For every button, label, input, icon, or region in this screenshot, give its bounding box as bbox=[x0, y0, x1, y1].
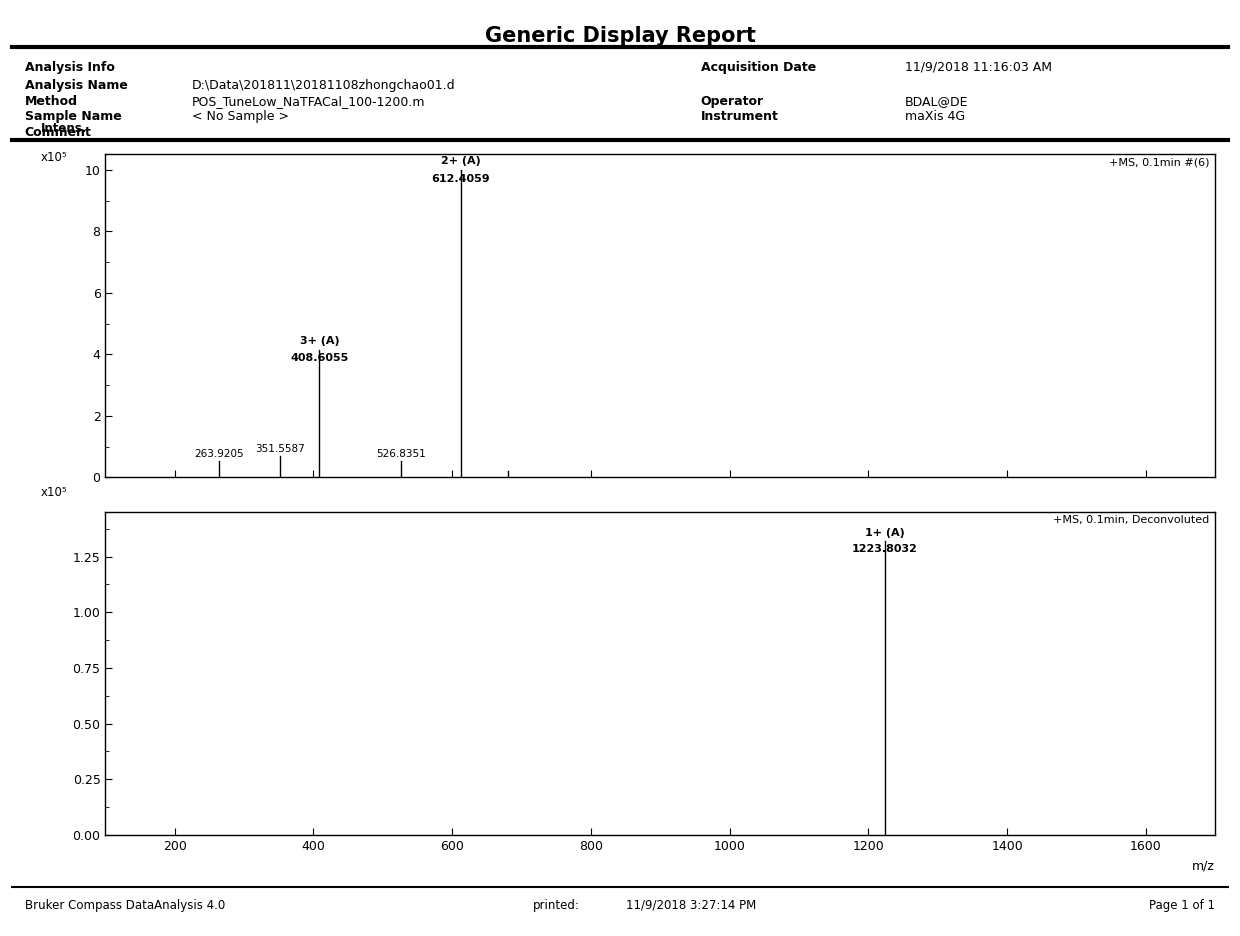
Text: 3+ (A): 3+ (A) bbox=[300, 336, 340, 346]
Text: 263.9205: 263.9205 bbox=[195, 449, 244, 459]
Text: 526.8351: 526.8351 bbox=[377, 449, 427, 459]
Text: +MS, 0.1min #(6): +MS, 0.1min #(6) bbox=[1109, 157, 1210, 168]
Text: 2+ (A): 2+ (A) bbox=[441, 156, 481, 166]
Text: Acquisition Date: Acquisition Date bbox=[701, 61, 816, 74]
Text: Sample Name: Sample Name bbox=[25, 110, 122, 124]
Text: x10⁵: x10⁵ bbox=[41, 151, 68, 164]
Text: Comment: Comment bbox=[25, 126, 92, 139]
Text: D:\Data\201811\20181108zhongchao01.d: D:\Data\201811\20181108zhongchao01.d bbox=[192, 79, 456, 92]
Text: 1+ (A): 1+ (A) bbox=[866, 528, 905, 538]
Text: 612.4059: 612.4059 bbox=[432, 173, 490, 183]
Text: Analysis Name: Analysis Name bbox=[25, 79, 128, 92]
Text: m/z: m/z bbox=[1193, 859, 1215, 872]
Text: Intens.: Intens. bbox=[41, 122, 87, 135]
Text: Instrument: Instrument bbox=[701, 110, 779, 124]
Text: 11/9/2018 3:27:14 PM: 11/9/2018 3:27:14 PM bbox=[626, 899, 756, 912]
Text: maXis 4G: maXis 4G bbox=[905, 110, 965, 124]
Text: +MS, 0.1min, Deconvoluted: +MS, 0.1min, Deconvoluted bbox=[1054, 515, 1210, 525]
Text: POS_TuneLow_NaTFACal_100-1200.m: POS_TuneLow_NaTFACal_100-1200.m bbox=[192, 95, 425, 108]
Text: Analysis Info: Analysis Info bbox=[25, 61, 114, 74]
Text: Bruker Compass DataAnalysis 4.0: Bruker Compass DataAnalysis 4.0 bbox=[25, 899, 224, 912]
Text: x10⁵: x10⁵ bbox=[41, 486, 68, 499]
Text: 408.6055: 408.6055 bbox=[290, 354, 348, 363]
Text: 11/9/2018 11:16:03 AM: 11/9/2018 11:16:03 AM bbox=[905, 61, 1053, 74]
Text: Operator: Operator bbox=[701, 95, 764, 108]
Text: 1223.8032: 1223.8032 bbox=[852, 544, 918, 554]
Text: 351.5587: 351.5587 bbox=[255, 444, 305, 454]
Text: Method: Method bbox=[25, 95, 78, 108]
Text: < No Sample >: < No Sample > bbox=[192, 110, 289, 124]
Text: BDAL@DE: BDAL@DE bbox=[905, 95, 968, 108]
Text: printed:: printed: bbox=[533, 899, 580, 912]
Text: Generic Display Report: Generic Display Report bbox=[485, 26, 755, 46]
Text: Page 1 of 1: Page 1 of 1 bbox=[1149, 899, 1215, 912]
